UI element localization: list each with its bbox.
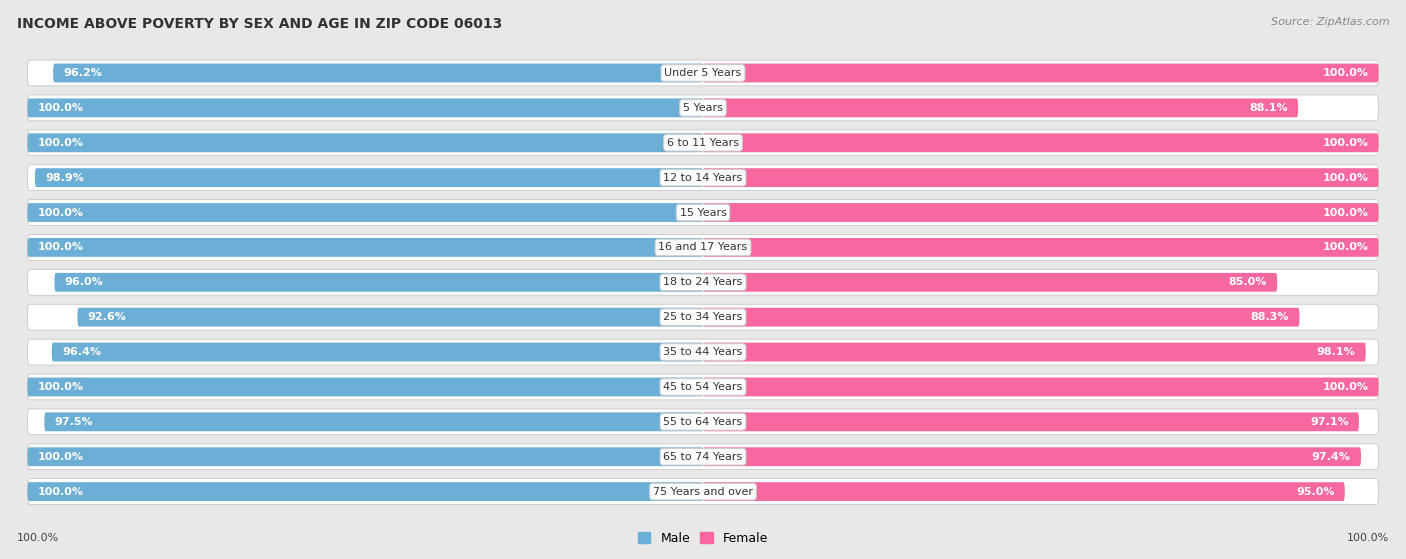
Text: 96.2%: 96.2% [63,68,103,78]
Text: 100.0%: 100.0% [38,103,84,113]
FancyBboxPatch shape [28,479,1378,505]
Text: 96.0%: 96.0% [65,277,104,287]
Text: 25 to 34 Years: 25 to 34 Years [664,312,742,322]
Text: 100.0%: 100.0% [38,452,84,462]
FancyBboxPatch shape [28,269,1378,295]
FancyBboxPatch shape [28,374,1378,400]
FancyBboxPatch shape [28,165,1378,191]
Text: 100.0%: 100.0% [38,138,84,148]
FancyBboxPatch shape [28,377,703,396]
Text: 100.0%: 100.0% [1322,173,1368,183]
Text: 55 to 64 Years: 55 to 64 Years [664,417,742,427]
Text: 18 to 24 Years: 18 to 24 Years [664,277,742,287]
FancyBboxPatch shape [77,308,703,326]
FancyBboxPatch shape [28,200,1378,225]
Text: 97.5%: 97.5% [55,417,93,427]
Text: 45 to 54 Years: 45 to 54 Years [664,382,742,392]
Text: 16 and 17 Years: 16 and 17 Years [658,243,748,253]
FancyBboxPatch shape [35,168,703,187]
Text: 98.1%: 98.1% [1316,347,1355,357]
FancyBboxPatch shape [703,98,1298,117]
Text: 100.0%: 100.0% [38,382,84,392]
FancyBboxPatch shape [28,304,1378,330]
Text: 5 Years: 5 Years [683,103,723,113]
Text: 85.0%: 85.0% [1229,277,1267,287]
Text: 6 to 11 Years: 6 to 11 Years [666,138,740,148]
Text: 75 Years and over: 75 Years and over [652,486,754,496]
FancyBboxPatch shape [28,98,703,117]
Text: INCOME ABOVE POVERTY BY SEX AND AGE IN ZIP CODE 06013: INCOME ABOVE POVERTY BY SEX AND AGE IN Z… [17,17,502,31]
Text: 88.3%: 88.3% [1251,312,1289,322]
FancyBboxPatch shape [28,134,703,152]
Text: 100.0%: 100.0% [1322,138,1368,148]
Text: 98.9%: 98.9% [45,173,84,183]
FancyBboxPatch shape [703,64,1378,82]
FancyBboxPatch shape [28,235,1378,260]
Text: 100.0%: 100.0% [17,533,59,543]
FancyBboxPatch shape [28,444,1378,470]
Text: 92.6%: 92.6% [87,312,127,322]
Text: 100.0%: 100.0% [1322,243,1368,253]
FancyBboxPatch shape [703,377,1378,396]
Text: 100.0%: 100.0% [1347,533,1389,543]
Text: 12 to 14 Years: 12 to 14 Years [664,173,742,183]
FancyBboxPatch shape [28,447,703,466]
Text: 15 Years: 15 Years [679,207,727,217]
FancyBboxPatch shape [703,308,1299,326]
Text: 100.0%: 100.0% [38,486,84,496]
Text: Source: ZipAtlas.com: Source: ZipAtlas.com [1271,17,1389,27]
Text: 100.0%: 100.0% [38,243,84,253]
Text: 100.0%: 100.0% [1322,207,1368,217]
FancyBboxPatch shape [52,343,703,362]
FancyBboxPatch shape [703,482,1344,501]
FancyBboxPatch shape [55,273,703,292]
FancyBboxPatch shape [703,168,1378,187]
FancyBboxPatch shape [28,95,1378,121]
Text: 65 to 74 Years: 65 to 74 Years [664,452,742,462]
Text: 100.0%: 100.0% [1322,382,1368,392]
Text: 100.0%: 100.0% [1322,68,1368,78]
FancyBboxPatch shape [28,60,1378,86]
FancyBboxPatch shape [28,339,1378,365]
FancyBboxPatch shape [28,409,1378,435]
FancyBboxPatch shape [703,273,1277,292]
FancyBboxPatch shape [53,64,703,82]
FancyBboxPatch shape [703,413,1360,431]
Text: 96.4%: 96.4% [62,347,101,357]
FancyBboxPatch shape [703,447,1361,466]
Text: 97.4%: 97.4% [1312,452,1351,462]
Text: Under 5 Years: Under 5 Years [665,68,741,78]
Legend: Male, Female: Male, Female [633,527,773,550]
FancyBboxPatch shape [28,130,1378,155]
Text: 35 to 44 Years: 35 to 44 Years [664,347,742,357]
FancyBboxPatch shape [703,203,1378,222]
FancyBboxPatch shape [28,482,703,501]
FancyBboxPatch shape [28,238,703,257]
FancyBboxPatch shape [45,413,703,431]
Text: 95.0%: 95.0% [1296,486,1334,496]
FancyBboxPatch shape [703,343,1365,362]
Text: 100.0%: 100.0% [38,207,84,217]
FancyBboxPatch shape [28,203,703,222]
Text: 97.1%: 97.1% [1310,417,1348,427]
FancyBboxPatch shape [703,134,1378,152]
Text: 88.1%: 88.1% [1250,103,1288,113]
FancyBboxPatch shape [703,238,1378,257]
